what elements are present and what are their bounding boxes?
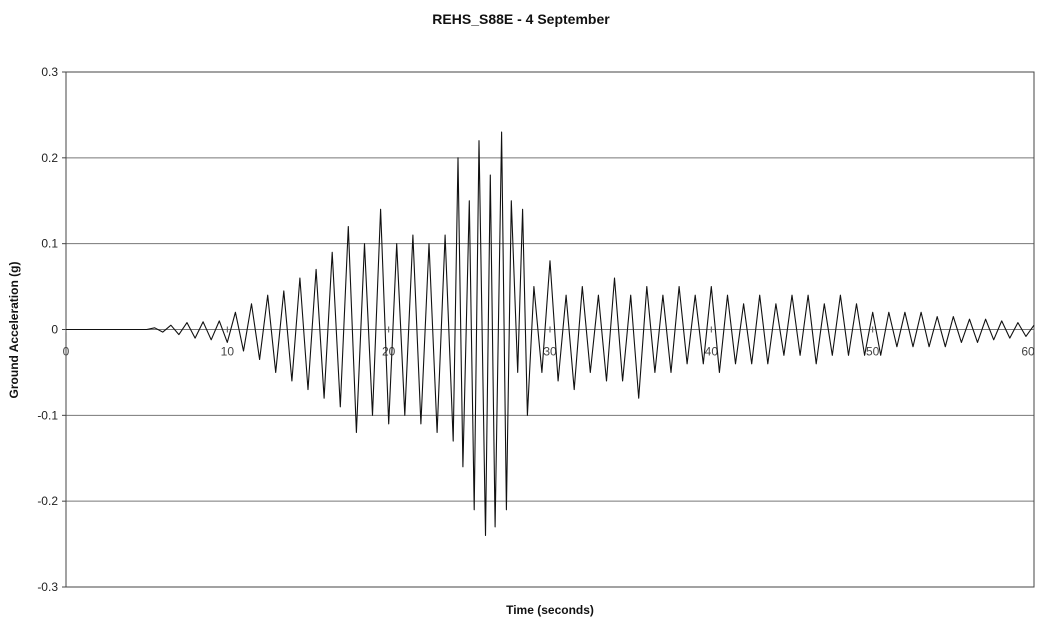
series-line (66, 131, 1035, 537)
y-tick-label-2: 0.1 (41, 237, 58, 251)
x-tick-label-6: 60 (1021, 345, 1035, 359)
x-tick-label-5: 50 (866, 345, 880, 359)
x-tick-labels: 0 10 20 30 40 50 60 (63, 326, 1035, 359)
y-tick-label-5: -0.2 (37, 494, 58, 508)
y-tick-label-1: 0.2 (41, 151, 58, 165)
y-tick-label-0: 0.3 (41, 65, 58, 79)
chart-title: REHS_S88E - 4 September (432, 11, 610, 27)
x-axis-label: Time (seconds) (506, 603, 594, 617)
gridlines (66, 157, 1034, 502)
x-tick-label-1: 10 (221, 345, 235, 359)
y-axis-label: Ground Acceleration (g) (7, 262, 21, 399)
x-tick-label-4: 40 (705, 345, 719, 359)
y-tick-label-4: -0.1 (37, 408, 58, 422)
y-tick-label-6: -0.3 (37, 580, 58, 594)
x-tick-label-3: 30 (543, 345, 557, 359)
y-tick-label-3: 0 (51, 323, 58, 337)
y-tick-labels: 0.3 0.2 0.1 0 -0.1 -0.2 -0.3 (37, 65, 66, 594)
x-tick-label-0: 0 (63, 345, 70, 359)
x-tick-label-2: 20 (382, 345, 396, 359)
